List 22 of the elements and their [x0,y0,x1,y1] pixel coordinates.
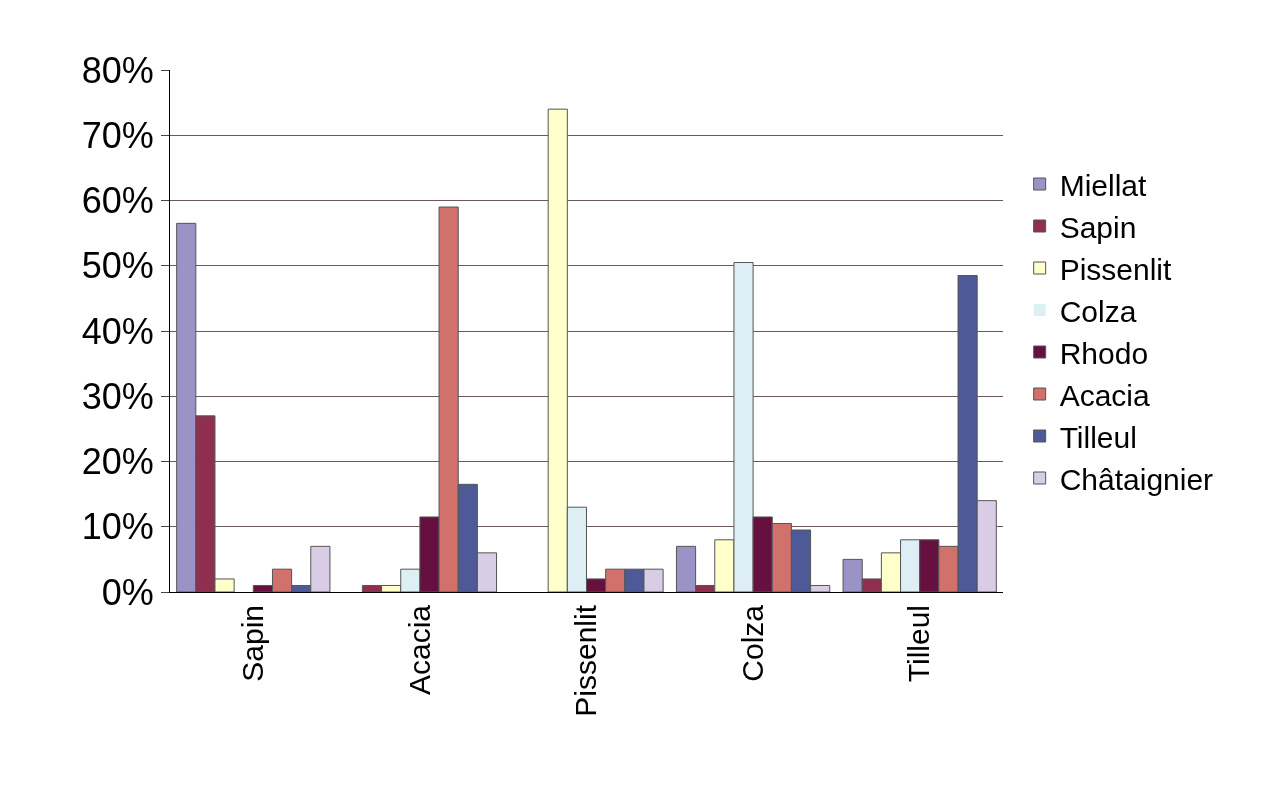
y-tick-label: 80% [81,49,154,91]
legend-label: Châtaignier [1059,462,1214,496]
legend-label: Miellat [1059,168,1148,202]
x-tick-label: Pissenlit [569,604,603,717]
legend-label: Pissenlit [1059,252,1173,286]
legend-label: Rhodo [1059,336,1149,370]
y-tick-label: 20% [81,441,154,483]
legend-label: Colza [1059,294,1137,328]
y-tick-label: 30% [81,375,154,417]
y-tick-label: 10% [81,506,154,548]
y-tick-label: 40% [81,310,154,352]
x-tick-label: Sapin [236,605,270,682]
legend-label: Tilleul [1059,420,1137,454]
x-tick-label: Colza [735,604,769,682]
y-tick-label: 60% [81,180,154,222]
y-tick-label: 0% [101,571,154,613]
legend-label: Acacia [1059,378,1151,412]
x-tick-label: Acacia [402,604,436,696]
x-tick-label: Tilleul [902,605,936,683]
legend-label: Sapin [1059,210,1137,244]
y-tick-label: 70% [81,114,154,156]
y-tick-label: 50% [81,245,154,287]
